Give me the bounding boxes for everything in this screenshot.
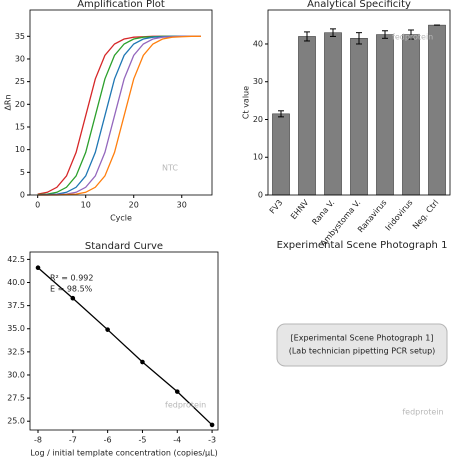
chart-title: Amplification Plot <box>77 0 165 10</box>
y-tick-label: 25.0 <box>7 417 25 426</box>
y-tick-label: 20 <box>253 115 263 124</box>
data-point <box>70 295 76 301</box>
photo-placeholder <box>276 323 448 367</box>
bar <box>272 113 290 196</box>
y-axis-label: ΔRn <box>4 94 13 110</box>
y-tick-label: 30 <box>253 77 263 86</box>
y-tick-label: 40 <box>253 39 263 48</box>
y-tick-label: 35 <box>15 32 25 41</box>
y-tick-label: 10 <box>253 153 263 162</box>
x-tick-label: -7 <box>69 436 77 445</box>
plot-frame <box>267 9 451 196</box>
x-tick-label: -5 <box>138 436 146 445</box>
x-tick-label: -3 <box>208 436 216 445</box>
x-tick-label: 0 <box>35 201 40 210</box>
annotation: R² = 0.992 <box>50 274 93 283</box>
x-tick-label: -6 <box>104 436 112 445</box>
data-point <box>140 359 145 365</box>
annotation: fedprotein <box>165 401 206 410</box>
x-tick-label: 30 <box>177 201 187 210</box>
data-point <box>35 265 41 271</box>
data-point <box>174 389 180 394</box>
x-tick-label: Rana V. <box>310 198 336 227</box>
y-axis-label: Ct value <box>242 86 251 119</box>
x-tick-label: FV3 <box>268 198 285 215</box>
x-tick-label: -8 <box>34 436 42 445</box>
annotation: E = 98.5% <box>50 285 93 294</box>
photo-caption: (Lab technician pipetting PCR setup) <box>289 347 436 356</box>
x-tick-label: Iridovirus <box>384 198 415 232</box>
bar <box>428 24 446 196</box>
x-tick-label: 10 <box>81 201 91 210</box>
bar <box>324 32 342 196</box>
y-tick-label: 0 <box>258 191 263 200</box>
bar <box>298 36 316 196</box>
watermark: fedprotein <box>402 408 443 417</box>
chart-title: Analytical Specificity <box>307 0 411 10</box>
y-tick-label: 5 <box>20 168 25 177</box>
annotation: fedprotein <box>392 33 433 42</box>
data-point <box>209 422 215 428</box>
y-tick-label: 32.5 <box>7 347 25 356</box>
y-tick-label: 0 <box>20 191 25 200</box>
x-axis-label: Cycle <box>110 214 132 223</box>
y-tick-label: 27.5 <box>7 394 25 403</box>
x-tick-label: 20 <box>129 201 139 210</box>
y-tick-label: 10 <box>15 145 25 154</box>
y-tick-label: 35.0 <box>7 324 25 333</box>
bar <box>376 34 394 196</box>
photo-caption: [Experimental Scene Photograph 1] <box>291 334 434 343</box>
y-tick-label: 25 <box>15 77 25 86</box>
plot-frame <box>29 9 213 196</box>
y-tick-label: 15 <box>15 122 25 131</box>
y-tick-label: 20 <box>15 100 25 109</box>
annotation: NTC <box>162 164 178 173</box>
photo-title: Experimental Scene Photograph 1 <box>277 240 448 251</box>
series-line <box>37 267 213 426</box>
x-tick-label: -4 <box>173 436 181 445</box>
y-tick-label: 30 <box>15 54 25 63</box>
chart-title: Standard Curve <box>85 241 163 252</box>
plot-frame <box>29 251 219 431</box>
y-tick-label: 37.5 <box>7 301 25 310</box>
x-axis-label: Log / initial template concentration (co… <box>30 449 217 458</box>
bar <box>350 38 368 196</box>
data-point <box>105 327 110 332</box>
bar <box>402 34 420 196</box>
y-tick-label: 30.0 <box>7 370 25 379</box>
x-tick-label: EHNV <box>289 198 311 221</box>
x-tick-label: Neg. Ctrl <box>411 198 441 231</box>
y-tick-label: 42.5 <box>7 255 25 264</box>
y-tick-label: 40.0 <box>7 278 25 287</box>
